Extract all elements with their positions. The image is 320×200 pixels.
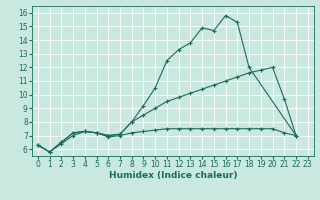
- X-axis label: Humidex (Indice chaleur): Humidex (Indice chaleur): [108, 171, 237, 180]
